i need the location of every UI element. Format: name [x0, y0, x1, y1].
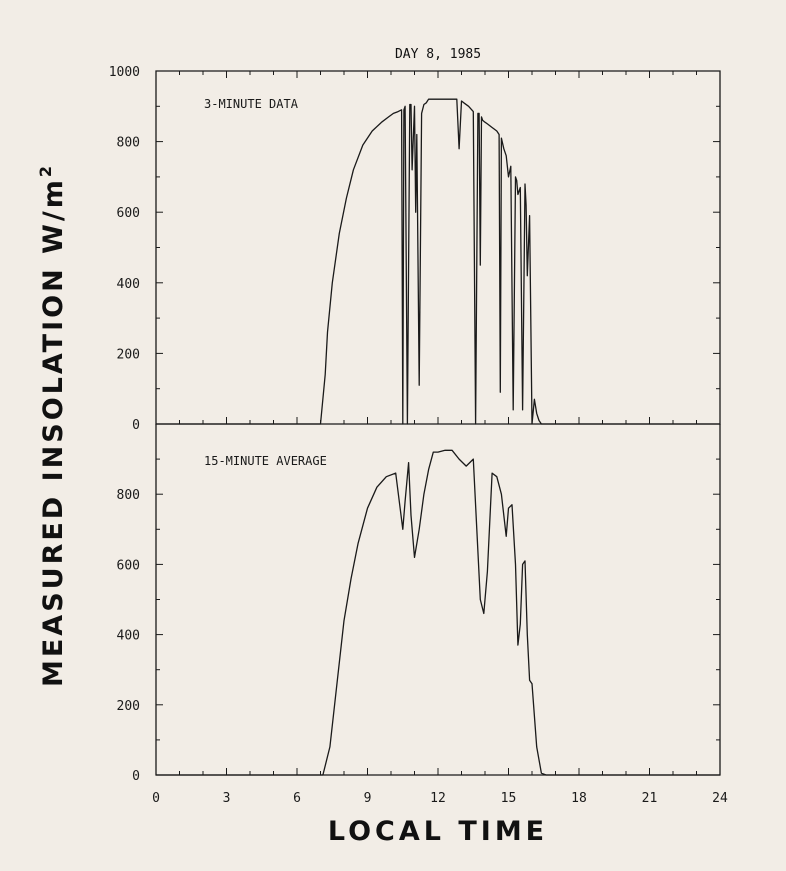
y-tick-label: 600	[117, 206, 140, 221]
x-tick-label: 18	[571, 791, 587, 806]
y-axis-title: MEASURED INSOLATION W/m2	[36, 163, 69, 687]
y-tick-label: 400	[117, 629, 140, 644]
x-tick-label: 24	[712, 791, 728, 806]
x-axis-title: LOCAL TIME	[328, 816, 548, 847]
panel-3-minute-data: 0 200 400 600 800 1000 3-MINUTE DATA	[109, 65, 721, 433]
svg-text:MEASURED INSOLATION W/m2: MEASURED INSOLATION W/m2	[36, 163, 69, 687]
y-tick-label: 200	[117, 699, 140, 714]
y-tick-label: 0	[132, 769, 140, 784]
y-tick-label: 800	[117, 488, 140, 503]
figure-title: DAY 8, 1985	[395, 47, 481, 62]
x-tick-label: 3	[223, 791, 231, 806]
x-tick-label: 9	[364, 791, 372, 806]
y-tick-label: 600	[117, 558, 140, 573]
y-axis-title-superscript: 2	[36, 163, 55, 177]
y-tick-label: 800	[117, 136, 140, 151]
panel-label: 15-MINUTE AVERAGE	[204, 454, 327, 468]
x-tick-label: 0	[152, 791, 160, 806]
series-line	[156, 98, 720, 425]
x-tick-label: 12	[430, 791, 446, 806]
x-tick-label: 6	[293, 791, 301, 806]
y-axis-title-text: MEASURED INSOLATION W/m	[38, 177, 69, 687]
x-tick-label: 15	[501, 791, 517, 806]
y-tick-label: 0	[132, 418, 140, 433]
series-line	[156, 449, 720, 776]
y-tick-label: 1000	[109, 65, 140, 80]
y-tick-label: 400	[117, 277, 140, 292]
x-tick-label: 21	[642, 791, 658, 806]
panel-label: 3-MINUTE DATA	[204, 97, 299, 111]
y-tick-label: 200	[117, 347, 140, 362]
panel-15-minute-average: 0 200 400 600 800 0 3 6 9 12 15 18 21 24 15-MINUTE AVE…	[117, 423, 728, 806]
